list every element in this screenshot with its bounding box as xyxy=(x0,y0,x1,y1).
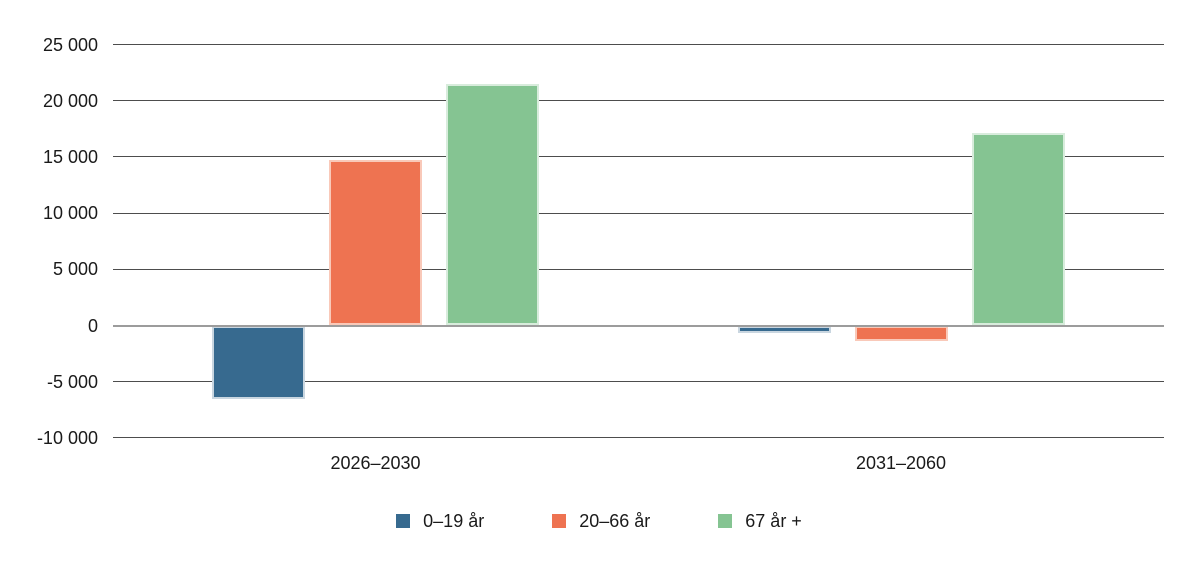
legend-swatch-icon xyxy=(552,514,567,528)
y-axis-tick-label: 25 000 xyxy=(42,34,98,55)
gridline xyxy=(113,381,1164,383)
legend-item: 20–66 år xyxy=(552,510,650,532)
y-axis-tick-label: 5 000 xyxy=(52,259,98,280)
legend-swatch-icon xyxy=(396,514,411,528)
gridline xyxy=(113,437,1164,439)
gridline xyxy=(113,268,1164,270)
y-axis-tick-label: -10 000 xyxy=(36,427,98,448)
y-axis-tick-label: -5 000 xyxy=(46,371,98,392)
category-label: 2026–2030 xyxy=(330,453,421,473)
legend-label: 20–66 år xyxy=(579,511,651,531)
legend-label: 67 år + xyxy=(745,511,802,531)
legend-label: 0–19 år xyxy=(423,511,485,531)
bar xyxy=(212,325,305,399)
y-axis-tick-label: 15 000 xyxy=(42,146,98,167)
legend-item: 67 år + xyxy=(718,510,802,532)
bar xyxy=(329,160,422,326)
bar xyxy=(854,325,948,341)
gridline xyxy=(113,44,1164,46)
y-axis-tick-label: 10 000 xyxy=(42,203,98,224)
gridline xyxy=(113,212,1164,214)
bar xyxy=(446,83,539,326)
legend: 0–19 år 20–66 år 67 år + xyxy=(0,506,1198,536)
category-label: 2031–2060 xyxy=(855,453,947,473)
plot-area: 25 000 20 000 15 000 10 000 5 000 0 -5 000 -10 … xyxy=(36,34,1164,473)
gridline xyxy=(113,156,1164,158)
legend-swatch-icon xyxy=(718,514,733,528)
bar xyxy=(737,325,831,334)
gridline xyxy=(113,100,1164,102)
y-axis-tick-label: 0 xyxy=(87,315,98,336)
y-axis-tick-label: 20 000 xyxy=(42,90,98,111)
zero-gridline xyxy=(113,324,1164,327)
bar xyxy=(971,133,1065,326)
legend-item: 0–19 år xyxy=(396,510,484,532)
